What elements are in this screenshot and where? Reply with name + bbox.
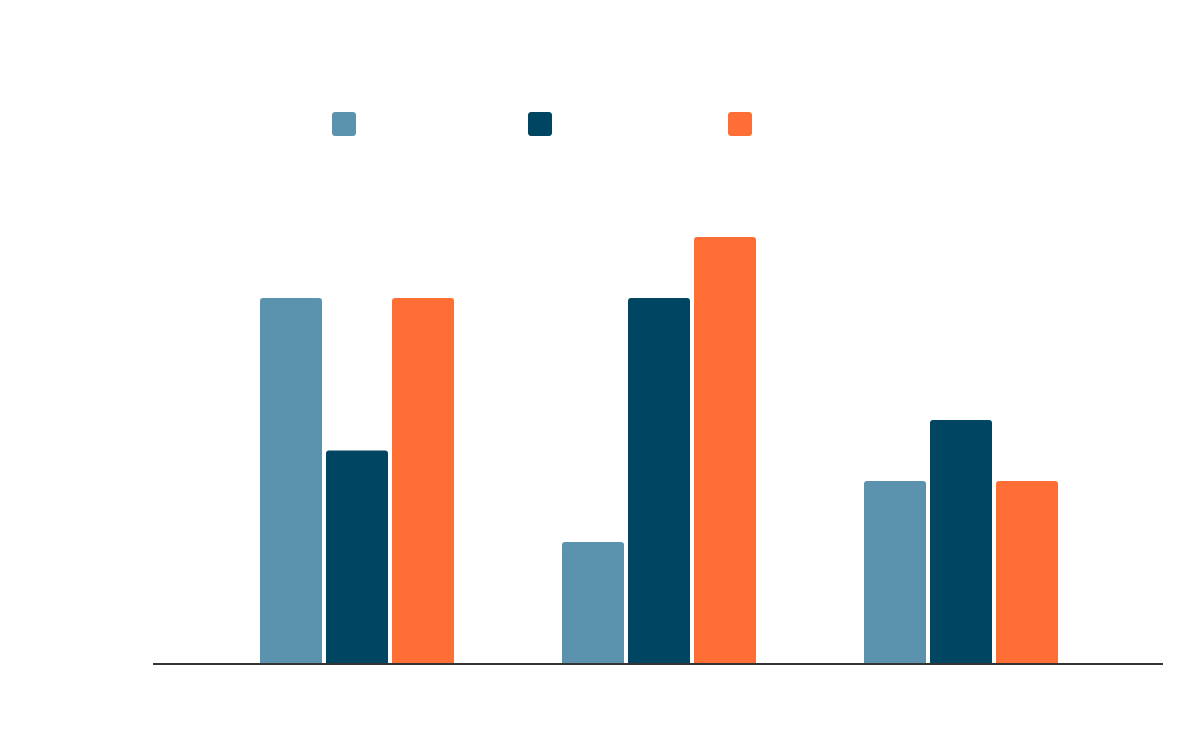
bar-series-3-category-3 bbox=[996, 481, 1058, 664]
legend-swatch-series-3 bbox=[728, 112, 752, 136]
bar-series-2-category-1 bbox=[326, 450, 388, 664]
bar-series-2-category-3 bbox=[930, 420, 992, 664]
legend-swatch-series-1 bbox=[332, 112, 356, 136]
bars bbox=[260, 237, 1058, 664]
bar-series-3-category-1 bbox=[392, 298, 454, 664]
bar-series-2-category-2 bbox=[628, 298, 690, 664]
bar-series-1-category-2 bbox=[562, 542, 624, 664]
legend-swatch-series-2 bbox=[528, 112, 552, 136]
bar-series-1-category-3 bbox=[864, 481, 926, 664]
bar-series-1-category-1 bbox=[260, 298, 322, 664]
bar-series-3-category-2 bbox=[694, 237, 756, 664]
legend bbox=[332, 112, 752, 136]
